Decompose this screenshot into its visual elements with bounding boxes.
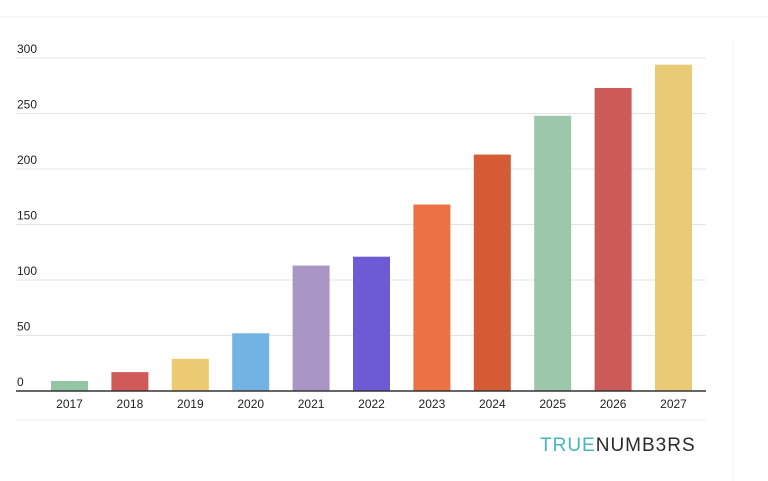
x-tick-label: 2017	[56, 397, 83, 411]
x-tick-label: 2022	[358, 397, 385, 411]
x-tick-label: 2026	[600, 397, 627, 411]
truenumbers-logo: TRUENUMB3RS	[540, 435, 696, 457]
bar-2017	[51, 381, 88, 391]
x-tick-label: 2019	[177, 397, 204, 411]
y-tick-label: 250	[17, 98, 37, 112]
bar-2021	[292, 265, 330, 391]
y-tick-label: 200	[17, 153, 37, 167]
x-tick-label: 2027	[660, 397, 687, 411]
bar-2020	[232, 333, 270, 391]
y-tick-label: 50	[17, 320, 31, 334]
bar-2023	[413, 204, 451, 391]
y-tick-label: 150	[17, 209, 37, 223]
x-tick-label: 2020	[237, 397, 264, 411]
bar-2019	[171, 358, 209, 391]
bars	[51, 64, 692, 391]
bar-2025	[534, 115, 572, 391]
y-tick-label: 300	[17, 42, 37, 56]
x-tick-label: 2023	[419, 397, 446, 411]
y-tick-label: 100	[17, 264, 37, 278]
bar-2024	[473, 154, 511, 391]
y-tick-labels: 0 50 100 150 200 250 300	[17, 42, 37, 389]
bar-2027	[655, 64, 692, 391]
logo-part-true: TRUE	[540, 435, 596, 456]
x-tick-label: 2024	[479, 397, 506, 411]
bar-2022	[353, 256, 390, 391]
x-tick-label: 2018	[117, 397, 144, 411]
bar-2018	[111, 372, 149, 391]
bar-2026	[594, 87, 632, 391]
x-tick-label: 2025	[539, 397, 566, 411]
x-tick-labels: 2017 2018 2019 2020 2021 2022 2023 2024 2025 2026…	[56, 397, 687, 411]
logo-part-numbers: NUMB3RS	[595, 435, 696, 456]
y-tick-label: 0	[17, 375, 24, 389]
x-tick-label: 2021	[298, 397, 325, 411]
